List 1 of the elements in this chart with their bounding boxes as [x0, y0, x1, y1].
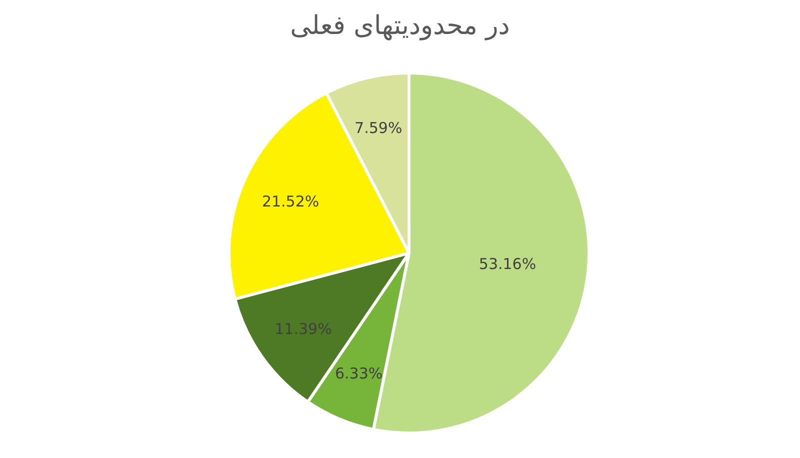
title: در محدودیتهای فعلی	[290, 11, 510, 41]
